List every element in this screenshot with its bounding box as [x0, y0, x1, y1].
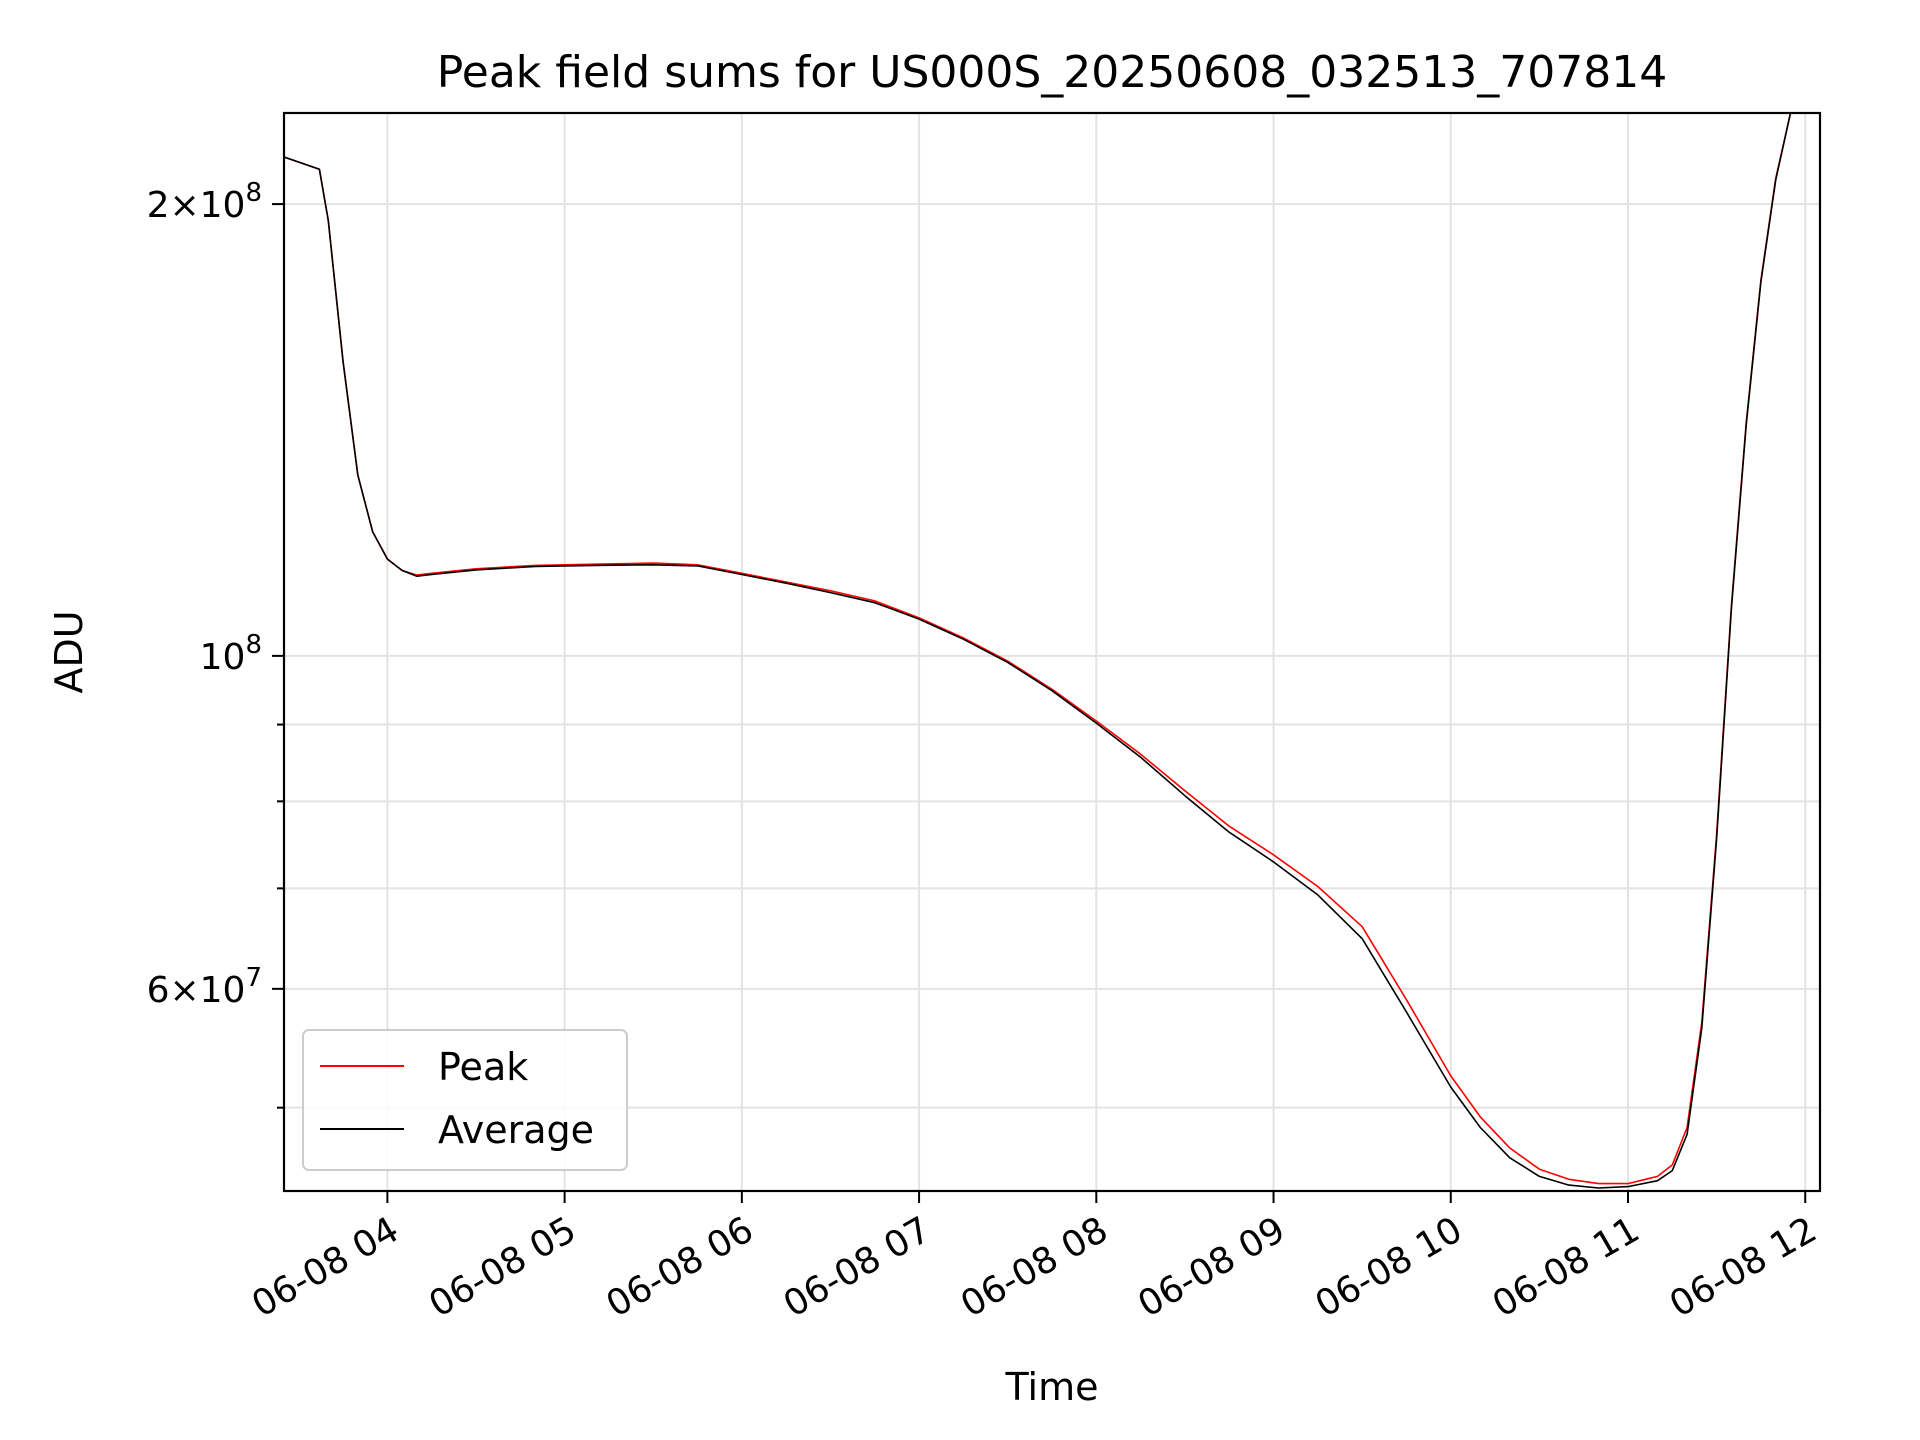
y-tick-exponent: 8: [245, 178, 262, 208]
series-line-peak: [284, 113, 1792, 1185]
y-tick-exponent: 8: [245, 630, 262, 660]
x-tick-label: 06-08 05: [422, 1209, 583, 1325]
x-tick-label: 06-08 07: [777, 1209, 938, 1325]
legend: Peak Average: [302, 1029, 628, 1171]
chart-title: Peak field sums for US000S_20250608_0325…: [437, 47, 1667, 98]
x-tick-label: 06-08 08: [954, 1209, 1115, 1325]
grid: [284, 113, 1820, 1191]
x-tick-label: 06-08 10: [1309, 1209, 1470, 1325]
x-axis-label: Time: [1005, 1365, 1099, 1409]
x-axis: 06-08 04 06-08 05 06-08 06 06-08 07 06-08 08…: [245, 1191, 1824, 1326]
y-tick-label: 6×107: [147, 963, 262, 1011]
x-tick-label: 06-08 06: [600, 1209, 761, 1325]
series-line-average: [284, 113, 1792, 1189]
y-tick-times: ×10: [169, 970, 245, 1011]
plot-frame: [282, 111, 1822, 1193]
x-tick-label: 06-08 12: [1663, 1209, 1824, 1325]
x-tick-label: 06-08 11: [1486, 1209, 1647, 1325]
legend-label-peak: Peak: [438, 1045, 528, 1089]
y-tick-base: 2: [147, 185, 170, 226]
y-tick-base: 6: [147, 970, 170, 1011]
x-tick-label: 06-08 04: [245, 1209, 406, 1325]
x-tick-label: 06-08 09: [1131, 1209, 1292, 1325]
y-tick-label: 108: [200, 630, 262, 678]
y-tick-exponent: 7: [245, 963, 262, 993]
legend-label-average: Average: [438, 1108, 594, 1152]
y-tick-times: ×10: [169, 185, 245, 226]
series-layer: [284, 113, 1792, 1189]
y-tick-label: 2×108: [147, 178, 262, 226]
y-axis-label: ADU: [47, 610, 91, 693]
y-tick-ten: 10: [200, 637, 246, 678]
